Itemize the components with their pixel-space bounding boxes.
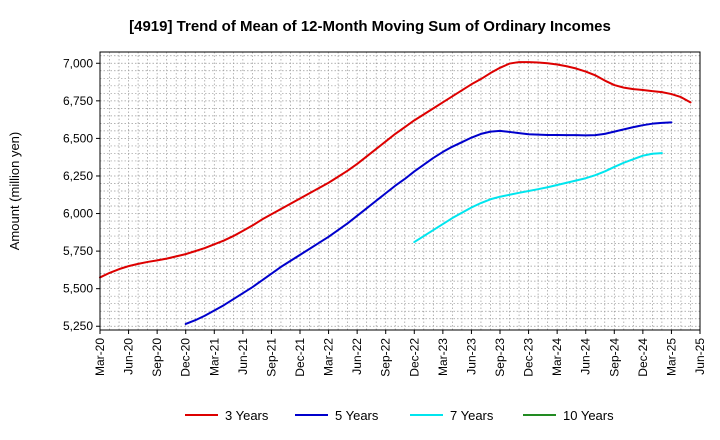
chart-title: [4919] Trend of Mean of 12-Month Moving … <box>129 18 611 35</box>
legend-label-10-years: 10 Years <box>563 408 614 423</box>
legend-label-7-years: 7 Years <box>450 408 494 423</box>
y-axis: 5,250 5,500 5,750 6,000 6,250 6,500 6,750 7,000 <box>63 56 100 333</box>
x-tick-label: Sep-21 <box>264 338 278 377</box>
x-tick-label: Dec-21 <box>293 338 307 377</box>
x-tick-label: Jun-24 <box>579 338 593 375</box>
y-axis-label: Amount (million yen) <box>7 132 22 251</box>
x-tick-label: Sep-24 <box>607 338 621 377</box>
y-tick-label: 5,250 <box>63 319 93 333</box>
x-tick-label: Mar-20 <box>93 338 107 376</box>
x-tick-label: Dec-22 <box>407 338 421 377</box>
series-lines <box>99 61 692 325</box>
y-tick-label: 5,500 <box>63 282 93 296</box>
x-tick-label: Mar-23 <box>436 338 450 376</box>
x-tick-label: Dec-20 <box>179 338 193 377</box>
x-axis: Mar-20 Jun-20 Sep-20 Dec-20 Mar-21 Jun-21 Sep-… <box>93 330 707 377</box>
legend-label-3-years: 3 Years <box>225 408 269 423</box>
series-line-7-years <box>413 152 663 244</box>
x-tick-label: Mar-24 <box>550 338 564 376</box>
x-tick-label: Mar-21 <box>207 338 221 376</box>
x-tick-label: Dec-24 <box>636 338 650 377</box>
grid <box>100 52 700 330</box>
y-tick-label: 6,250 <box>63 169 93 183</box>
series-line-3-years <box>99 61 692 279</box>
x-tick-label: Sep-20 <box>150 338 164 377</box>
x-tick-label: Sep-22 <box>379 338 393 377</box>
x-tick-label: Jun-25 <box>693 338 707 375</box>
legend-label-5-years: 5 Years <box>335 408 379 423</box>
x-tick-label: Mar-25 <box>664 338 678 376</box>
plot-area <box>100 52 700 330</box>
y-tick-label: 5,750 <box>63 244 93 258</box>
x-tick-label: Sep-23 <box>493 338 507 377</box>
series-line-5-years <box>184 121 673 325</box>
y-tick-label: 6,000 <box>63 207 93 221</box>
x-tick-label: Jun-23 <box>464 338 478 375</box>
plot-frame <box>99 51 701 331</box>
legend: 3 Years 5 Years 7 Years 10 Years <box>185 408 614 423</box>
x-tick-label: Jun-20 <box>122 338 136 375</box>
x-tick-label: Mar-22 <box>322 338 336 376</box>
y-tick-label: 6,750 <box>63 94 93 108</box>
y-tick-label: 7,000 <box>63 56 93 70</box>
y-tick-label: 6,500 <box>63 131 93 145</box>
x-tick-label: Jun-21 <box>236 338 250 375</box>
x-tick-label: Dec-23 <box>522 338 536 377</box>
x-tick-label: Jun-22 <box>350 338 364 375</box>
